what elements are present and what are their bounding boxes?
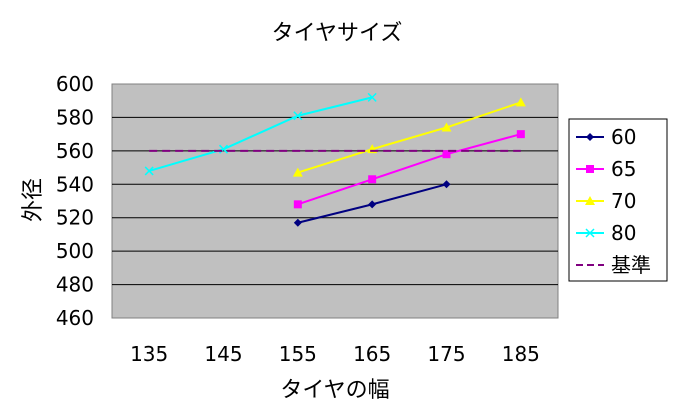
legend: 60 65 70 80 基準 bbox=[568, 118, 668, 282]
y-axis-tick-labels: 460 480 500 520 540 560 580 600 bbox=[56, 72, 94, 330]
x-tick-label: 145 bbox=[204, 342, 242, 366]
data-point bbox=[515, 97, 526, 107]
y-tick-label: 460 bbox=[56, 306, 94, 330]
data-point bbox=[368, 200, 377, 209]
x-axis-label: タイヤの幅 bbox=[280, 378, 389, 403]
legend-label: 70 bbox=[611, 189, 636, 213]
data-point bbox=[293, 200, 302, 209]
series-3 bbox=[292, 97, 526, 177]
legend-marker bbox=[586, 165, 594, 173]
series-layer bbox=[144, 92, 526, 227]
legend-label: 65 bbox=[611, 157, 636, 181]
series-2 bbox=[293, 130, 525, 209]
y-tick-label: 560 bbox=[56, 139, 94, 163]
x-tick-label: 165 bbox=[353, 342, 391, 366]
x-tick-label: 185 bbox=[502, 342, 540, 366]
x-axis-tick-labels: 135 145 155 165 175 185 bbox=[130, 342, 540, 366]
y-tick-label: 520 bbox=[56, 206, 94, 230]
legend-entry: 基準 bbox=[576, 253, 651, 277]
legend-entry: 60 bbox=[576, 125, 636, 149]
data-point bbox=[293, 218, 302, 227]
data-point bbox=[293, 111, 303, 121]
y-tick-label: 600 bbox=[56, 72, 94, 96]
series-line bbox=[297, 133, 522, 206]
legend-marker bbox=[586, 133, 594, 141]
data-point bbox=[292, 167, 303, 177]
legend-entry: 65 bbox=[576, 157, 636, 181]
series-line bbox=[297, 101, 522, 174]
x-tick-label: 175 bbox=[427, 342, 465, 366]
series-line bbox=[148, 96, 373, 172]
x-tick-label: 135 bbox=[130, 342, 168, 366]
legend-label: 基準 bbox=[611, 253, 651, 277]
legend-label: 80 bbox=[611, 221, 636, 245]
data-point bbox=[516, 130, 525, 139]
series-1 bbox=[293, 180, 451, 227]
legend-marker bbox=[585, 228, 595, 238]
x-tick-label: 155 bbox=[279, 342, 317, 366]
legend-marker bbox=[585, 196, 595, 205]
y-tick-label: 500 bbox=[56, 239, 94, 263]
data-point bbox=[442, 150, 451, 159]
legend-entry: 80 bbox=[576, 221, 636, 245]
y-tick-label: 580 bbox=[56, 105, 94, 129]
series-4 bbox=[144, 92, 377, 176]
data-point bbox=[144, 166, 154, 176]
data-point bbox=[367, 92, 377, 102]
data-point bbox=[442, 180, 451, 189]
plot-area bbox=[111, 83, 559, 319]
chart-title: タイヤサイズ bbox=[272, 21, 403, 46]
data-point bbox=[368, 175, 377, 184]
data-point bbox=[441, 122, 452, 132]
y-axis-label: 外径 bbox=[21, 178, 46, 222]
legend-label: 60 bbox=[611, 125, 636, 149]
legend-entry: 70 bbox=[576, 189, 636, 213]
y-tick-label: 540 bbox=[56, 172, 94, 196]
y-tick-label: 480 bbox=[56, 273, 94, 297]
